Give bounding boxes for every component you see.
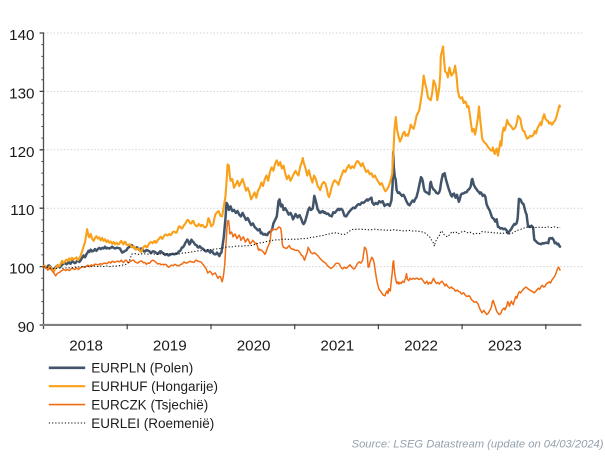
svg-text:EURHUF (Hongarije): EURHUF (Hongarije) [91,379,218,394]
svg-text:EURLEI (Roemenië): EURLEI (Roemenië) [91,416,214,431]
svg-text:90: 90 [18,319,35,336]
svg-text:2019: 2019 [153,337,187,354]
svg-text:100: 100 [9,261,34,278]
svg-text:2021: 2021 [320,337,354,354]
svg-text:2023: 2023 [488,337,522,354]
svg-text:Source: LSEG Datastream (updat: Source: LSEG Datastream (update on 04/03… [352,438,604,450]
svg-text:120: 120 [9,144,34,161]
svg-text:EURCZK (Tsjechië): EURCZK (Tsjechië) [91,398,208,413]
svg-text:130: 130 [9,85,34,102]
svg-text:EURPLN (Polen): EURPLN (Polen) [91,361,193,376]
svg-text:140: 140 [9,27,34,44]
svg-text:2018: 2018 [69,337,103,354]
svg-text:110: 110 [10,202,34,219]
svg-text:2020: 2020 [237,337,271,354]
svg-text:2022: 2022 [404,337,438,354]
